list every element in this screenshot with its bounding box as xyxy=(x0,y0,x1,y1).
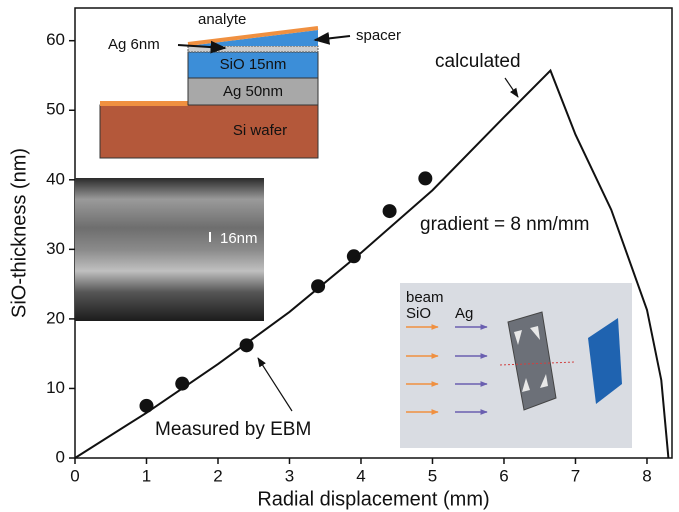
arrow xyxy=(505,78,518,97)
x-tick-label: 5 xyxy=(428,466,437,485)
data-point xyxy=(347,249,361,263)
inset-label: Ag xyxy=(455,305,473,322)
sem-image xyxy=(75,178,264,321)
y-tick-label: 20 xyxy=(46,308,65,327)
analyte-layer xyxy=(100,101,188,106)
arrow xyxy=(315,36,350,40)
x-tick-label: 0 xyxy=(70,466,79,485)
y-tick-label: 0 xyxy=(56,447,65,466)
x-tick-label: 7 xyxy=(571,466,580,485)
series-label: Measured by EBM xyxy=(155,419,311,440)
x-axis-label: Radial displacement (mm) xyxy=(257,488,489,510)
y-tick-label: 50 xyxy=(46,100,65,119)
y-tick-label: 40 xyxy=(46,169,65,188)
inset-label: SiO xyxy=(406,305,431,322)
x-tick-label: 6 xyxy=(499,466,508,485)
x-tick-label: 8 xyxy=(642,466,651,485)
inset-label: Ag 50nm xyxy=(223,83,283,100)
y-tick-label: 60 xyxy=(46,30,65,49)
scale-label: 16nm xyxy=(220,230,258,247)
arrow xyxy=(258,358,292,411)
inset-label: Si wafer xyxy=(233,122,287,139)
sem-inset: 16nm xyxy=(75,178,264,321)
annotation: gradient = 8 nm/mm xyxy=(420,214,590,235)
setup-inset: beam SiO Ag xyxy=(400,283,632,448)
x-tick-label: 3 xyxy=(285,466,294,485)
layer-inset: analyte Ag 6nm spacer SiO 15nm Ag 50nm S… xyxy=(100,11,401,158)
series-label: calculated xyxy=(435,51,521,72)
data-point xyxy=(383,204,397,218)
inset-label: spacer xyxy=(356,27,401,44)
inset-label: Ag 6nm xyxy=(108,36,160,53)
data-point xyxy=(418,171,432,185)
x-tick-label: 1 xyxy=(142,466,151,485)
y-tick-label: 30 xyxy=(46,239,65,258)
y-axis-label: SiO-thickness (nm) xyxy=(8,148,30,318)
inset-label: beam xyxy=(406,289,444,306)
chart: 0 1 2 3 4 5 6 7 8 0 10 20 30 40 50 60 Radial displacemen… xyxy=(0,0,679,512)
inset-label: SiO 15nm xyxy=(220,56,287,73)
x-tick-label: 2 xyxy=(213,466,222,485)
y-tick-label: 10 xyxy=(46,378,65,397)
data-point xyxy=(139,399,153,413)
inset-label: analyte xyxy=(198,11,246,28)
x-tick-label: 4 xyxy=(356,466,365,485)
